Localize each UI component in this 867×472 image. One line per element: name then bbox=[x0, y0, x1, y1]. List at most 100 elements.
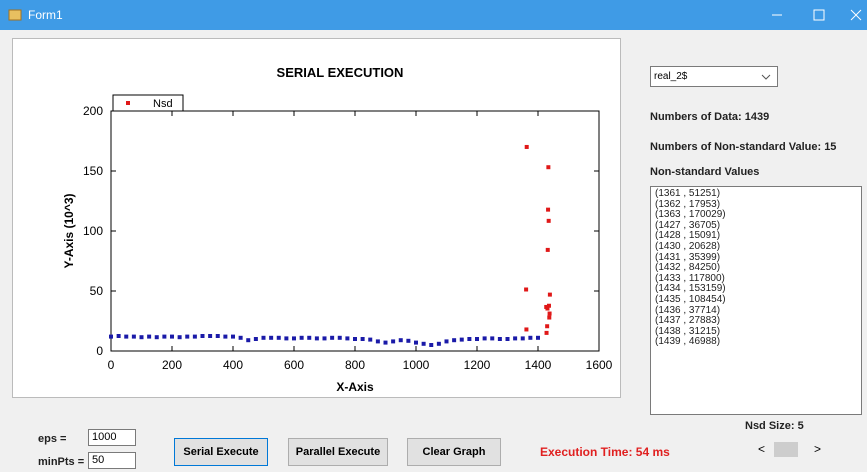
chart: SERIAL EXECUTION X-Axis Y-Axis (10^3) 0 200 4… bbox=[62, 65, 613, 394]
point bbox=[192, 334, 197, 339]
clear-button[interactable]: Clear Graph bbox=[407, 438, 501, 466]
point bbox=[490, 336, 495, 341]
x-tick-label: 1200 bbox=[464, 358, 491, 372]
point bbox=[482, 336, 487, 341]
list-item[interactable]: (1431 , 35399) bbox=[655, 251, 721, 263]
point bbox=[208, 334, 213, 338]
point bbox=[524, 327, 529, 332]
scroll-thumb[interactable] bbox=[774, 442, 798, 457]
point bbox=[546, 165, 551, 170]
point bbox=[322, 336, 327, 341]
legend-box bbox=[112, 94, 184, 112]
point bbox=[238, 335, 243, 340]
point bbox=[124, 334, 129, 339]
list-item[interactable]: (1363 , 170029) bbox=[655, 209, 726, 221]
point bbox=[139, 335, 144, 340]
point bbox=[505, 337, 510, 341]
eps-label: eps = bbox=[38, 433, 67, 445]
point bbox=[223, 334, 228, 339]
nonstandard-count: Numbers of Non-standard Value: 15 bbox=[650, 141, 837, 153]
x-tick-label: 1000 bbox=[403, 358, 430, 372]
legend-label: Nsd bbox=[153, 98, 173, 110]
chart-title: SERIAL EXECUTION bbox=[277, 65, 404, 80]
y-tick-label: 200 bbox=[83, 104, 103, 118]
serial-button[interactable]: Serial Execute bbox=[174, 438, 268, 466]
app-icon bbox=[8, 9, 22, 21]
dropdown-value: real_2$ bbox=[654, 71, 688, 82]
chart-panel: SERIAL EXECUTION X-Axis Y-Axis (10^3) 0 200 4… bbox=[12, 38, 621, 398]
point bbox=[414, 340, 418, 345]
list-item[interactable]: (1430 , 20628) bbox=[655, 240, 721, 252]
point bbox=[528, 335, 533, 340]
parallel-button[interactable]: Parallel Execute bbox=[288, 438, 388, 466]
point bbox=[547, 315, 552, 320]
point bbox=[429, 343, 434, 347]
point bbox=[513, 336, 518, 341]
point bbox=[330, 335, 335, 340]
point bbox=[524, 287, 529, 292]
point bbox=[177, 335, 182, 340]
point bbox=[292, 336, 296, 341]
scrollbar[interactable]: < > bbox=[752, 440, 832, 460]
x-tick-label: 1400 bbox=[525, 358, 552, 372]
list-item[interactable]: (1433 , 117800) bbox=[655, 272, 725, 284]
scroll-right[interactable]: > bbox=[814, 442, 822, 456]
point bbox=[170, 334, 174, 339]
y-tick-label: 100 bbox=[83, 224, 103, 238]
point bbox=[452, 338, 457, 343]
list-item[interactable]: (1434 , 153159) bbox=[655, 283, 726, 295]
x-axis-label: X-Axis bbox=[336, 380, 374, 394]
point bbox=[544, 330, 549, 335]
list-item[interactable]: (1437 , 27883) bbox=[655, 315, 721, 327]
point bbox=[360, 337, 365, 341]
y-tick-label: 50 bbox=[90, 284, 104, 298]
point bbox=[261, 335, 266, 340]
list-item[interactable]: (1427 , 36705) bbox=[655, 219, 721, 231]
y-tick-label: 150 bbox=[83, 164, 103, 178]
point bbox=[284, 336, 289, 341]
execution-time: Execution Time: 54 ms bbox=[540, 445, 670, 459]
title-bar: Form1 bbox=[0, 0, 867, 30]
scroll-left[interactable]: < bbox=[758, 442, 766, 456]
x-tick-label: 600 bbox=[284, 358, 304, 372]
point bbox=[467, 337, 472, 341]
point bbox=[546, 207, 551, 212]
point bbox=[368, 337, 373, 342]
point bbox=[345, 336, 350, 341]
list-item[interactable]: (1432 , 84250) bbox=[655, 262, 721, 274]
minpts-input[interactable]: 50 bbox=[88, 452, 136, 469]
minpts-label: minPts = bbox=[38, 456, 85, 468]
point bbox=[253, 337, 258, 341]
data-count: Numbers of Data: 1439 bbox=[650, 111, 770, 123]
point bbox=[215, 334, 220, 338]
legend-marker bbox=[126, 101, 130, 105]
point bbox=[314, 336, 319, 341]
list-item[interactable]: (1428 , 15091) bbox=[655, 230, 721, 242]
list-item[interactable]: (1439 , 46988) bbox=[655, 336, 721, 348]
list-item[interactable]: (1438 , 31215) bbox=[655, 325, 721, 337]
list-item[interactable]: (1362 , 17953) bbox=[655, 198, 721, 210]
point bbox=[383, 340, 388, 345]
x-tick-label: 800 bbox=[345, 358, 365, 372]
nsd-size: Nsd Size: 5 bbox=[745, 420, 804, 432]
point bbox=[459, 337, 464, 342]
x-tick-label: 0 bbox=[108, 358, 115, 372]
point bbox=[375, 339, 380, 344]
dropdown-arrow bbox=[761, 74, 771, 80]
point bbox=[547, 292, 552, 297]
point bbox=[116, 334, 121, 338]
listbox[interactable]: (1361 , 51251) (1362 , 17953) (1363 , 1700… bbox=[650, 186, 862, 415]
point bbox=[406, 338, 411, 343]
list-title: Non-standard Values bbox=[650, 166, 760, 178]
list-item[interactable]: (1435 , 108454) bbox=[655, 293, 726, 305]
eps-input[interactable]: 1000 bbox=[88, 429, 136, 446]
list-item[interactable]: (1361 , 51251) bbox=[655, 188, 721, 199]
point bbox=[524, 144, 529, 149]
x-tick-label: 1600 bbox=[586, 358, 613, 372]
window-title: Form1 bbox=[28, 8, 63, 22]
point bbox=[545, 306, 550, 311]
list-item[interactable]: (1436 , 37714) bbox=[655, 304, 721, 316]
window-buttons[interactable] bbox=[760, 0, 867, 30]
dropdown[interactable]: real_2$ bbox=[650, 66, 778, 87]
